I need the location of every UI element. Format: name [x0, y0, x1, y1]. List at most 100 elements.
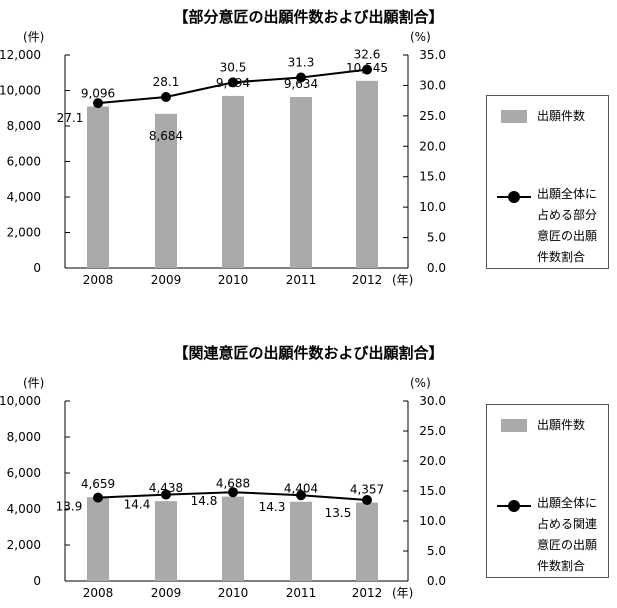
- bar: [356, 502, 378, 581]
- x-axis-unit: (年): [392, 273, 413, 287]
- right-tick-label: 15.0: [419, 484, 446, 498]
- legend-line-text-4: 件数割合: [537, 559, 586, 573]
- right-tick-label: 0.0: [427, 261, 446, 275]
- legend-line-text-1: 出願全体に: [537, 496, 598, 510]
- bar-value-label: 4,438: [149, 481, 183, 495]
- left-tick-label: 0: [33, 574, 41, 588]
- ratio-point: [228, 487, 238, 498]
- ratio-point: [161, 91, 171, 102]
- right-tick-label: 5.0: [427, 544, 446, 558]
- x-tick-label: 2010: [218, 586, 249, 600]
- bar: [87, 497, 109, 581]
- ratio-point: [362, 64, 372, 75]
- legend-dot-marker: [508, 500, 520, 512]
- bar: [222, 95, 244, 268]
- right-tick-label: 25.0: [419, 109, 446, 123]
- right-tick-label: 10.0: [419, 200, 446, 214]
- right-tick-label: 5.0: [427, 231, 446, 245]
- legend-bar-swatch: [501, 110, 527, 123]
- ratio-value-label: 27.1: [57, 111, 84, 125]
- left-axis-unit: (件): [23, 376, 44, 390]
- legend-line-text-1: 出願全体に: [537, 187, 598, 201]
- ratio-value-label: 14.3: [259, 500, 286, 514]
- legend-line-text-2: 占める部分: [537, 208, 598, 222]
- left-axis-unit: (件): [23, 30, 44, 44]
- right-tick-label: 35.0: [419, 48, 446, 62]
- ratio-point: [296, 490, 306, 501]
- x-tick-label: 2009: [151, 586, 182, 600]
- left-tick-label: 0: [33, 261, 41, 275]
- bar-value-label: 8,684: [149, 129, 183, 143]
- legend-line-text-3: 意匠の出願: [537, 538, 598, 552]
- bar-value-label: 4,357: [350, 483, 384, 497]
- legend-line-label: 出願全体に 占める部分 意匠の出願 件数割合: [537, 184, 607, 268]
- legend-bar-label: 出願件数: [537, 109, 586, 123]
- right-axis-unit: (%): [410, 376, 431, 390]
- x-axis-unit: (年): [392, 586, 413, 600]
- right-tick-label: 10.0: [419, 514, 446, 528]
- x-tick-label: 2008: [83, 586, 114, 600]
- left-tick-label: 8,000: [7, 119, 41, 133]
- bar-value-label: 4,659: [81, 477, 115, 491]
- bar: [356, 80, 378, 268]
- legend-line-text-4: 件数割合: [537, 250, 586, 264]
- left-tick-label: 10,000: [0, 84, 41, 98]
- ratio-point: [93, 98, 103, 109]
- right-axis-unit: (%): [410, 30, 431, 44]
- left-tick-label: 4,000: [7, 502, 41, 516]
- chart-2-title: 【関連意匠の出願件数および出願割合】: [173, 344, 444, 362]
- left-tick-label: 6,000: [7, 466, 41, 480]
- bar: [222, 496, 244, 581]
- right-tick-label: 0.0: [427, 574, 446, 588]
- ratio-point: [228, 77, 238, 88]
- bar-value-label: 4,688: [216, 477, 250, 491]
- left-tick-label: 8,000: [7, 430, 41, 444]
- right-tick-label: 25.0: [419, 424, 446, 438]
- ratio-value-label: 31.3: [288, 56, 315, 70]
- bar-value-label: 4,404: [284, 482, 318, 496]
- left-tick-label: 12,000: [0, 48, 41, 62]
- left-tick-label: 4,000: [7, 190, 41, 204]
- ratio-point: [296, 72, 306, 83]
- right-tick-label: 20.0: [419, 454, 446, 468]
- x-tick-label: 2011: [286, 273, 317, 287]
- bar-value-label: 9,096: [81, 87, 115, 101]
- ratio-value-label: 13.5: [325, 506, 352, 520]
- chart-1-title: 【部分意匠の出願件数および出願割合】: [173, 8, 444, 26]
- chart-1-plot: 0 2,000 4,000 6,000 8,000 10,000 12,000 0.0 5.0 1…: [0, 30, 446, 287]
- legend-line-text-3: 意匠の出願: [537, 229, 598, 243]
- ratio-point: [93, 492, 103, 503]
- ratio-point: [362, 495, 372, 505]
- ratio-value-label: 14.4: [124, 498, 151, 512]
- ratio-point: [161, 489, 171, 500]
- left-tick-label: 6,000: [7, 155, 41, 169]
- ratio-value-label: 32.6: [354, 48, 381, 62]
- ratio-value-label: 13.9: [56, 500, 83, 514]
- legend-line-label: 出願全体に 占める関連 意匠の出願 件数割合: [537, 493, 607, 577]
- x-tick-label: 2011: [286, 586, 317, 600]
- right-tick-label: 20.0: [419, 139, 446, 153]
- legend-bar-swatch: [501, 419, 527, 432]
- bar: [290, 501, 312, 581]
- bar-value-label: 9,634: [284, 77, 318, 91]
- bar: [155, 113, 177, 268]
- x-tick-label: 2009: [151, 273, 182, 287]
- legend-bar-label: 出願件数: [537, 418, 586, 432]
- right-tick-label: 15.0: [419, 170, 446, 184]
- ratio-value-label: 14.8: [191, 494, 218, 508]
- bar: [87, 106, 109, 269]
- left-tick-label: 2,000: [7, 226, 41, 240]
- x-tick-label: 2010: [218, 273, 249, 287]
- right-tick-label: 30.0: [419, 394, 446, 408]
- chart-1-legend: 出願件数 出願全体に 占める部分 意匠の出願 件数割合: [486, 95, 609, 269]
- right-tick-label: 30.0: [419, 78, 446, 92]
- bar: [290, 96, 312, 269]
- chart-2-legend: 出願件数 出願全体に 占める関連 意匠の出願 件数割合: [486, 404, 609, 578]
- x-tick-label: 2008: [83, 273, 114, 287]
- x-tick-label: 2012: [352, 273, 383, 287]
- left-tick-label: 10,000: [0, 394, 41, 408]
- x-tick-label: 2012: [352, 586, 383, 600]
- legend-line-text-2: 占める関連: [537, 517, 598, 531]
- ratio-value-label: 28.1: [153, 75, 180, 89]
